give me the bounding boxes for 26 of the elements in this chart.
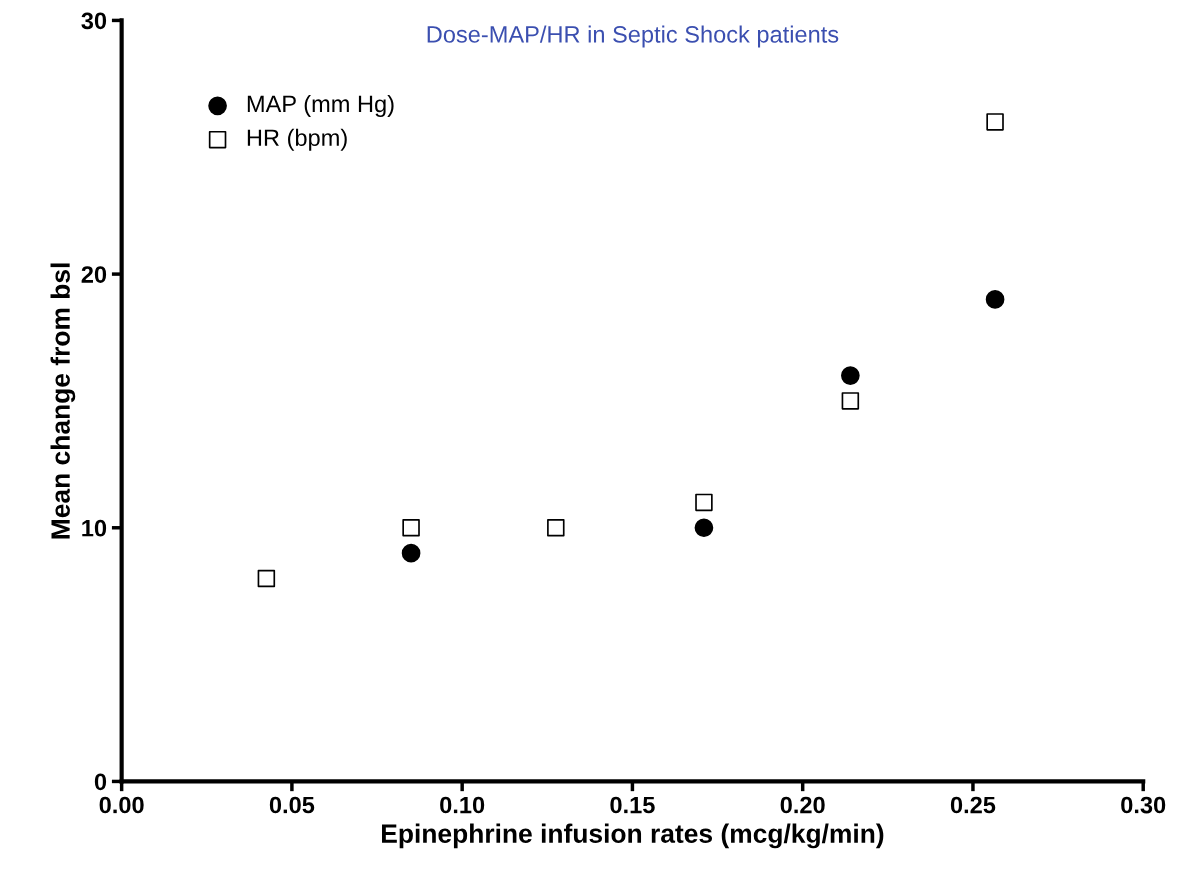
x-tick-label: 0.25 xyxy=(950,796,996,814)
point xyxy=(402,519,420,537)
x-tick-label: 0.10 xyxy=(440,796,485,814)
y-axis-title: Mean change from bsl xyxy=(50,263,76,539)
y-tick-label: 10 xyxy=(82,519,107,537)
legend-label: HR (bpm) xyxy=(247,128,347,151)
point xyxy=(985,290,1005,309)
point xyxy=(841,366,860,385)
point xyxy=(694,518,714,538)
y-tick-label: 20 xyxy=(81,266,107,283)
x-tick-label: 0.15 xyxy=(610,796,655,814)
point xyxy=(401,543,421,563)
point xyxy=(695,493,713,512)
point xyxy=(986,113,1004,131)
x-tick-label: 0.05 xyxy=(269,796,315,814)
x-tick-label: 0.00 xyxy=(99,796,144,814)
y-tick-label: 0 xyxy=(94,773,107,791)
legend-label: MAP (mm Hg) xyxy=(247,94,394,117)
x-tick-label: 0.20 xyxy=(780,796,825,814)
point xyxy=(257,569,276,588)
x-tick-label: 0.30 xyxy=(1121,796,1166,814)
point xyxy=(547,519,565,537)
x-axis-title: Epinephrine infusion rates (mcg/kg/min) xyxy=(382,823,884,849)
y-tick-label: 30 xyxy=(81,12,107,30)
chart-title: Dose-MAP/HR in Septic Shock patients xyxy=(427,25,839,48)
point xyxy=(841,392,860,410)
